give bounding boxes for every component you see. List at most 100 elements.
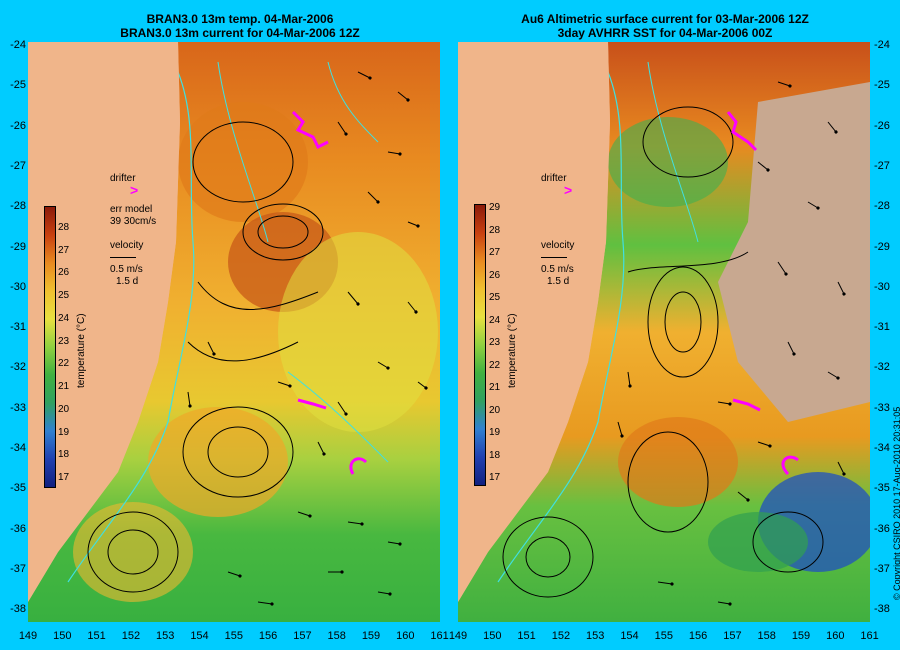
colorbar-tick-label: 23	[489, 337, 501, 348]
lon-tick-label: 159	[791, 630, 811, 642]
lon-tick-label: 156	[688, 630, 708, 642]
colorbar-tick-label: 20	[58, 403, 70, 415]
colorbar-tick-label: 23	[58, 335, 70, 347]
lat-tick-label: -33	[10, 401, 26, 414]
colorbar-tick-label: 20	[489, 404, 501, 416]
lon-tick-label: 154	[190, 630, 209, 642]
right-velocity-label: velocity	[541, 240, 575, 251]
lon-tick-label: 151	[517, 630, 536, 642]
lat-tick-label: -25	[874, 79, 890, 92]
lon-tick-label: 153	[586, 630, 605, 642]
lon-tick-label: 157	[293, 630, 312, 642]
left-map-graphic	[28, 42, 440, 622]
lat-tick-label: -25	[10, 79, 26, 92]
lat-tick-label: -32	[874, 361, 890, 374]
left-colorbar	[44, 206, 56, 488]
lon-tick-label: 161	[430, 630, 449, 642]
left-panel-title: BRAN3.0 13m temp. 04-Mar-2006 BRAN3.0 13…	[90, 12, 390, 40]
lat-tick-label: -26	[874, 119, 890, 132]
colorbar-tick-label: 18	[489, 449, 501, 461]
right-colorbar-title: temperature (°C)	[507, 313, 518, 388]
copyright-notice: © Copyright CSIRO 2010 17-Aug-2010 20:31…	[892, 406, 900, 600]
lon-tick-label: 155	[224, 630, 243, 642]
lat-tick-label: -30	[874, 280, 890, 293]
lon-tick-label: 158	[757, 630, 776, 642]
right-velocity-arrow	[541, 257, 567, 258]
colorbar-tick-label: 28	[489, 224, 501, 236]
lat-tick-label: -38	[874, 603, 890, 616]
colorbar-tick-label: 26	[58, 267, 70, 279]
right-map[interactable]	[458, 42, 870, 622]
right-drifter-label: drifter	[541, 173, 567, 184]
lat-tick-label: -34	[10, 442, 26, 454]
right-title-line1: Au6 Altimetric surface current for 03-Ma…	[521, 12, 809, 26]
lon-tick-label: 149	[448, 630, 468, 642]
lon-tick-label: 150	[53, 630, 72, 642]
right-colorbar	[474, 204, 486, 486]
lon-tick-label: 155	[654, 630, 673, 642]
lat-tick-label: -28	[874, 200, 890, 213]
lat-tick-label: -28	[10, 200, 26, 213]
colorbar-tick-label: 21	[489, 382, 501, 393]
lat-tick-label: -24	[10, 39, 26, 51]
right-drifter-symbol: >	[564, 182, 573, 198]
left-err-model-label: err model	[110, 204, 153, 215]
lon-tick-label: 153	[156, 630, 175, 642]
lat-tick-label: -27	[874, 159, 890, 172]
colorbar-tick-label: 27	[489, 247, 501, 258]
lat-tick-label: -37	[874, 562, 890, 575]
colorbar-tick-label: 24	[58, 312, 70, 324]
left-title-line1: BRAN3.0 13m temp. 04-Mar-2006	[146, 12, 334, 26]
lon-tick-label: 152	[551, 630, 571, 642]
lon-tick-label: 151	[87, 630, 106, 642]
lon-tick-label: 161	[860, 630, 879, 642]
colorbar-tick-label: 25	[58, 290, 70, 302]
colorbar-tick-label: 22	[489, 359, 501, 371]
right-panel-title: Au6 Altimetric surface current for 03-Ma…	[500, 12, 830, 40]
lat-tick-label: -34	[874, 442, 890, 454]
left-velocity-time: 1.5 d	[116, 276, 139, 287]
colorbar-tick-label: 17	[489, 472, 501, 483]
lat-tick-label: -35	[874, 482, 890, 495]
lat-tick-label: -26	[10, 119, 26, 132]
left-drifter-label: drifter	[110, 173, 136, 184]
lat-tick-label: -32	[10, 361, 26, 374]
right-map-graphic	[458, 42, 870, 622]
colorbar-tick-label: 21	[58, 381, 70, 393]
right-velocity-time: 1.5 d	[547, 276, 570, 287]
colorbar-tick-label: 24	[489, 314, 501, 326]
lon-tick-label: 154	[620, 630, 639, 642]
colorbar-tick-label: 17	[58, 472, 70, 483]
lon-tick-label: 156	[258, 630, 278, 642]
lat-tick-label: -37	[10, 562, 26, 575]
lon-tick-label: 160	[826, 630, 845, 642]
left-map[interactable]	[28, 42, 440, 622]
right-velocity-value: 0.5 m/s	[541, 264, 574, 275]
lat-tick-label: -29	[874, 240, 890, 253]
right-title-line2: 3day AVHRR SST for 04-Mar-2006 00Z	[557, 26, 773, 40]
left-velocity-value: 0.5 m/s	[110, 264, 143, 275]
colorbar-tick-label: 19	[58, 426, 70, 438]
lon-tick-label: 152	[121, 630, 141, 642]
lon-tick-label: 159	[361, 630, 381, 642]
colorbar-tick-label: 18	[58, 449, 70, 461]
lat-tick-label: -24	[874, 39, 890, 51]
lon-tick-label: 158	[327, 630, 346, 642]
lat-tick-label: -38	[10, 603, 26, 616]
left-velocity-label: velocity	[110, 240, 144, 251]
lon-tick-label: 157	[723, 630, 742, 642]
lon-tick-label: 149	[18, 630, 38, 642]
lat-tick-label: -29	[10, 240, 26, 253]
lon-tick-label: 150	[483, 630, 502, 642]
colorbar-tick-label: 26	[489, 269, 501, 281]
left-err-model-value: 39 30cm/s	[110, 216, 157, 227]
colorbar-tick-label: 22	[58, 358, 70, 370]
left-colorbar-title: temperature (°C)	[76, 313, 87, 388]
lat-tick-label: -27	[10, 159, 26, 172]
lat-tick-label: -35	[10, 482, 26, 495]
lat-tick-label: -31	[10, 321, 26, 334]
left-title-line2: BRAN3.0 13m current for 04-Mar-2006 12Z	[120, 26, 360, 40]
lat-tick-label: -36	[874, 522, 890, 535]
colorbar-tick-label: 19	[489, 427, 501, 438]
lat-tick-label: -31	[874, 321, 890, 334]
